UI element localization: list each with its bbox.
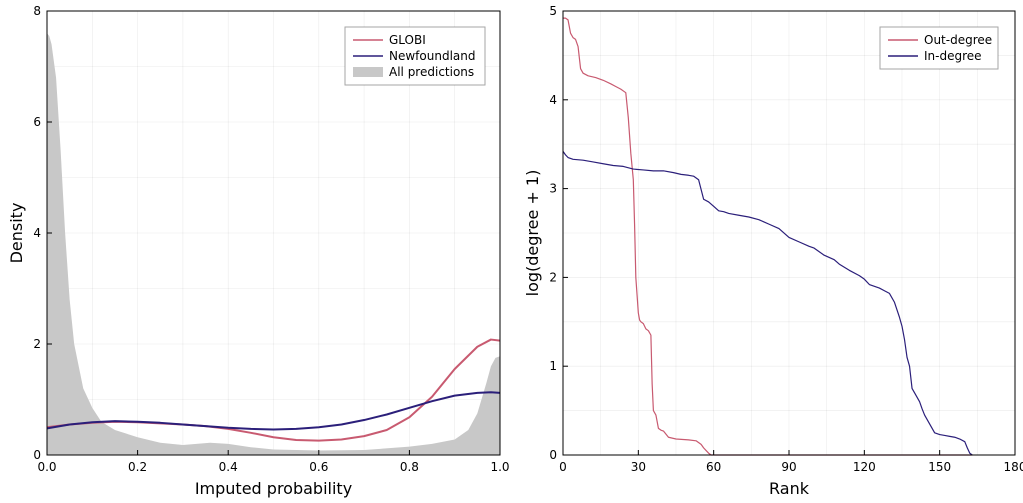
degree-x-tick-label: 30 <box>631 460 646 474</box>
density-panel: 0.0 0.2 0.4 0.6 0.8 1.0 0 2 4 6 8 Imputed probabil… <box>7 4 510 498</box>
density-x-tick-label: 1.0 <box>490 460 509 474</box>
degree-panel: 0 30 60 90 120 150 180 0 1 2 3 4 5 Rank log(degree +… <box>523 4 1023 498</box>
degree-y-tick-label: 0 <box>549 448 557 462</box>
degree-y-axis-label: log(degree + 1) <box>523 170 542 297</box>
density-legend-label: GLOBI <box>389 33 426 47</box>
degree-y-tick-label: 2 <box>549 270 557 284</box>
degree-legend-label: Out-degree <box>924 33 992 47</box>
degree-series-in-degree <box>562 150 973 456</box>
degree-x-tick-label: 120 <box>853 460 876 474</box>
degree-ticks: 0 30 60 90 120 150 180 0 1 2 3 4 5 <box>549 4 1023 474</box>
density-x-tick-label: 0.0 <box>37 460 56 474</box>
density-y-tick-label: 8 <box>33 4 41 18</box>
degree-series-out-degree <box>563 17 973 456</box>
degree-x-axis-label: Rank <box>769 479 810 498</box>
density-x-axis-label: Imputed probability <box>195 479 352 498</box>
degree-lines-layer <box>562 17 973 456</box>
degree-y-tick-label: 3 <box>549 182 557 196</box>
degree-y-tick-label: 1 <box>549 359 557 373</box>
degree-x-tick-label: 0 <box>559 460 567 474</box>
density-legend-label: Newfoundland <box>389 49 475 63</box>
density-y-tick-label: 2 <box>33 337 41 351</box>
degree-legend: Out-degree In-degree <box>879 26 999 70</box>
degree-legend-box <box>879 26 999 70</box>
density-y-axis-label: Density <box>7 203 26 264</box>
density-y-tick-label: 0 <box>33 448 41 462</box>
degree-legend-label: In-degree <box>924 49 982 63</box>
density-x-tick-label: 0.2 <box>128 460 147 474</box>
density-x-tick-label: 0.6 <box>309 460 328 474</box>
degree-x-tick-label: 180 <box>1004 460 1023 474</box>
density-x-tick-label: 0.4 <box>219 460 238 474</box>
degree-x-tick-label: 150 <box>928 460 951 474</box>
density-series-newfoundland <box>46 391 501 431</box>
density-lines-layer <box>46 338 501 442</box>
density-legend-swatch <box>353 67 383 77</box>
density-legend-label: All predictions <box>389 65 474 79</box>
density-y-tick-label: 6 <box>33 115 41 129</box>
degree-y-tick-label: 4 <box>549 93 557 107</box>
density-y-tick-label: 4 <box>33 226 41 240</box>
density-area-layer <box>47 33 500 455</box>
density-ticks: 0.0 0.2 0.4 0.6 0.8 1.0 0 2 4 6 8 <box>33 4 509 474</box>
density-series-all-predictions <box>47 33 500 455</box>
density-legend: GLOBI Newfoundland All predictions <box>344 26 486 86</box>
degree-x-tick-label: 90 <box>781 460 796 474</box>
degree-grid <box>562 10 1016 456</box>
density-x-tick-label: 0.8 <box>400 460 419 474</box>
degree-x-tick-label: 60 <box>706 460 721 474</box>
degree-y-tick-label: 5 <box>549 4 557 18</box>
